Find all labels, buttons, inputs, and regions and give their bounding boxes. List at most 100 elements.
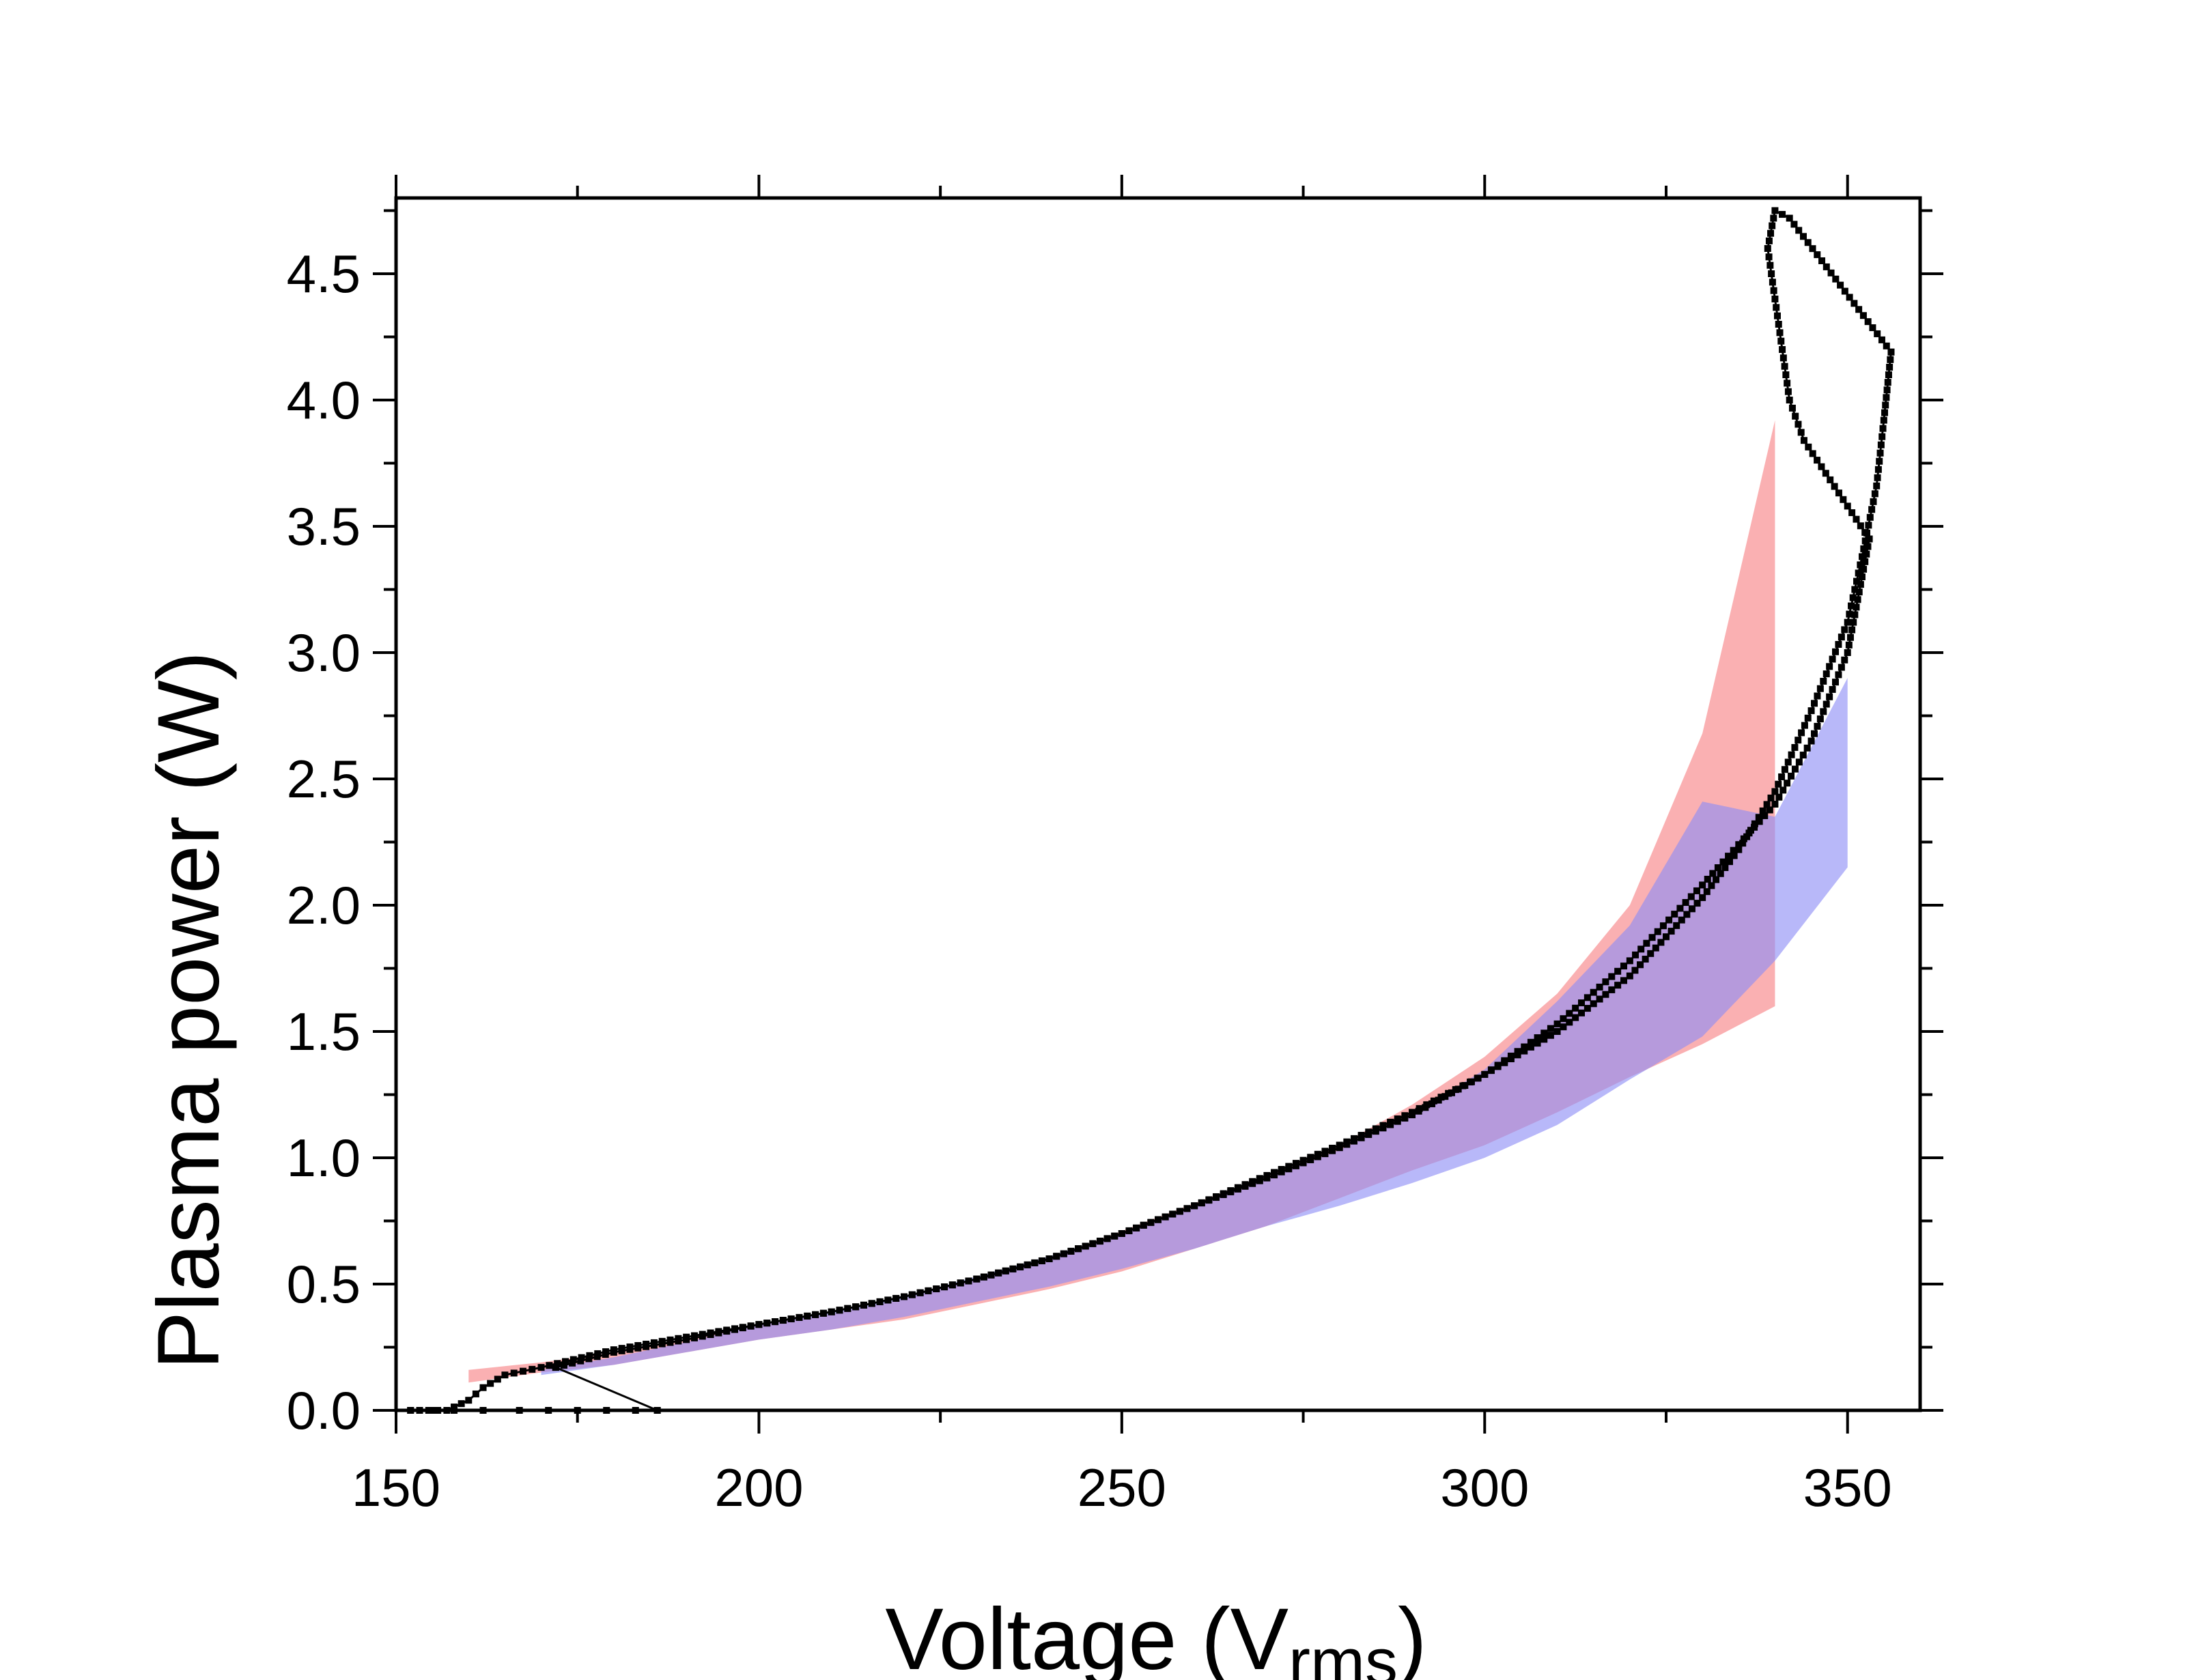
measured-sweep-down-marker	[1861, 528, 1869, 536]
measured-sweep-down-marker	[1024, 1261, 1031, 1268]
measured-sweep-down-marker	[1357, 1134, 1365, 1141]
measured-sweep-down-marker	[1198, 1199, 1205, 1207]
measured-sweep-down-marker	[1864, 543, 1872, 550]
measured-sweep-down-marker	[1578, 999, 1585, 1007]
y-tick-label: 2.5	[287, 749, 361, 809]
x-axis-title: Voltage (Vrms)	[885, 1591, 1426, 1680]
measured-sweep-down-marker	[1811, 730, 1818, 737]
measured-sweep-up-marker	[1767, 794, 1775, 801]
measured-sweep-down-marker	[643, 1343, 650, 1350]
measured-sweep-down-marker	[1857, 581, 1864, 588]
measured-sweep-up-marker	[1759, 807, 1766, 814]
measured-sweep-down-marker	[1314, 1153, 1321, 1161]
measured-sweep-up-marker	[1886, 363, 1894, 371]
measured-sweep-up-marker	[1791, 743, 1799, 751]
measured-sweep-down-marker	[1846, 633, 1854, 641]
measured-sweep-down-marker	[901, 1293, 907, 1300]
measured-sweep-up-marker	[1820, 677, 1827, 685]
measured-sweep-down-marker	[593, 1353, 601, 1361]
measured-sweep-up-marker	[1755, 814, 1762, 821]
measured-sweep-down-marker	[707, 1331, 714, 1338]
measured-sweep-down-marker	[1096, 1238, 1103, 1245]
x-tick-label: 350	[1803, 1457, 1892, 1518]
measured-sweep-down-marker	[1220, 1191, 1227, 1199]
measured-sweep-down-marker	[1103, 1235, 1111, 1242]
measured-sweep-down-marker	[1487, 1066, 1495, 1074]
measured-sweep-up-marker	[546, 1362, 553, 1369]
measured-sweep-down-marker	[610, 1348, 617, 1356]
measured-sweep-up-marker	[1527, 1043, 1534, 1051]
measured-sweep-down-marker	[1038, 1257, 1045, 1264]
measured-sweep-up-marker	[510, 1369, 518, 1377]
measured-sweep-down-marker	[1263, 1174, 1271, 1182]
measured-sweep-down-marker	[1514, 1048, 1521, 1055]
measured-sweep-up-marker	[1855, 569, 1862, 577]
measured-sweep-up-marker	[1883, 394, 1890, 401]
measured-sweep-down-marker	[1140, 1221, 1147, 1229]
y-tick-label: 4.5	[287, 244, 361, 304]
measured-sweep-down-marker	[1461, 1082, 1469, 1090]
measured-sweep-down-marker	[1676, 905, 1684, 912]
measured-sweep-down-marker	[1769, 222, 1776, 229]
measured-sweep-down-marker	[1155, 1216, 1162, 1223]
measured-sweep-down-marker	[1853, 603, 1860, 611]
measured-sweep-down-marker	[1602, 978, 1609, 986]
measured-sweep-down-marker	[1822, 700, 1830, 708]
measured-sweep-up-marker	[1566, 1019, 1573, 1026]
measured-sweep-down-marker	[1118, 1230, 1125, 1237]
measured-sweep-down-marker	[1838, 664, 1845, 671]
measured-sweep-down-marker	[1788, 404, 1796, 412]
measured-sweep-down-marker	[884, 1296, 892, 1304]
measured-sweep-up-marker	[554, 1360, 561, 1367]
measured-sweep-up-marker	[1620, 977, 1627, 984]
measured-sweep-down-marker	[1855, 588, 1863, 596]
measured-sweep-down-marker	[1009, 1265, 1017, 1272]
measured-sweep-down-marker	[860, 1301, 867, 1309]
measured-sweep-down-marker	[739, 1324, 746, 1332]
measured-sweep-down-marker	[1285, 1165, 1293, 1173]
measured-sweep-up-marker	[1871, 490, 1878, 498]
measured-sweep-down-marker	[1147, 1219, 1155, 1226]
measured-sweep-down-marker	[1827, 476, 1834, 483]
measured-sweep-down-marker	[1725, 853, 1732, 860]
measured-sweep-down-marker	[1844, 502, 1851, 510]
measured-sweep-down-marker	[1632, 951, 1639, 958]
measured-sweep-up-marker	[1763, 801, 1771, 808]
measured-sweep-down-marker	[933, 1285, 940, 1292]
measured-sweep-down-marker	[1840, 496, 1847, 503]
measured-sweep-down-marker	[1387, 1121, 1394, 1128]
measured-sweep-down-marker	[1858, 573, 1866, 580]
measured-sweep-up-marker	[1853, 578, 1860, 585]
measured-sweep-down-marker	[1848, 509, 1856, 517]
measured-sweep-down-marker	[1883, 342, 1890, 350]
measured-sweep-down-marker	[1227, 1188, 1235, 1195]
measured-sweep-up-marker	[1578, 1009, 1585, 1016]
measured-sweep-down-marker	[1176, 1208, 1183, 1215]
measured-sweep-up-marker	[1572, 1014, 1579, 1021]
measured-sweep-down-marker	[1761, 812, 1769, 819]
measured-sweep-up-marker	[479, 1384, 487, 1391]
measured-sweep-up-marker	[1794, 737, 1802, 744]
measured-sweep-down-marker	[965, 1277, 972, 1285]
measured-sweep-down-marker	[1809, 245, 1816, 253]
y-axis-title: Plasma power (W)	[140, 651, 238, 1370]
measured-sweep-up-marker	[501, 1371, 509, 1379]
measured-sweep-up-marker	[1811, 700, 1818, 707]
measured-sweep-down-marker	[1735, 841, 1743, 849]
measured-sweep-down-marker	[699, 1333, 706, 1340]
measured-sweep-up-marker	[1771, 788, 1779, 795]
x-axis-title-suffix: )	[1398, 1591, 1427, 1680]
measured-sweep-up-marker	[1868, 506, 1876, 513]
measured-sweep-down-marker	[1494, 1062, 1502, 1069]
measured-sweep-down-marker	[1704, 875, 1711, 883]
measured-sweep-up-marker	[1861, 537, 1869, 545]
labels-layer: 150 200 250 300 350 0.0 0.5 1.0 1.5 2.0 2.5 3.0 3.5 4…	[287, 244, 1892, 1518]
measured-sweep-down-marker	[1765, 237, 1773, 244]
measured-sweep-up-marker	[1708, 882, 1715, 889]
measured-sweep-down-marker	[1379, 1124, 1387, 1132]
measured-sweep-down-marker	[1714, 864, 1721, 872]
measured-sweep-down-marker	[1769, 279, 1776, 286]
y-tick-label: 1.0	[287, 1128, 361, 1188]
x-axis-title-main: Voltage (V	[885, 1591, 1289, 1680]
